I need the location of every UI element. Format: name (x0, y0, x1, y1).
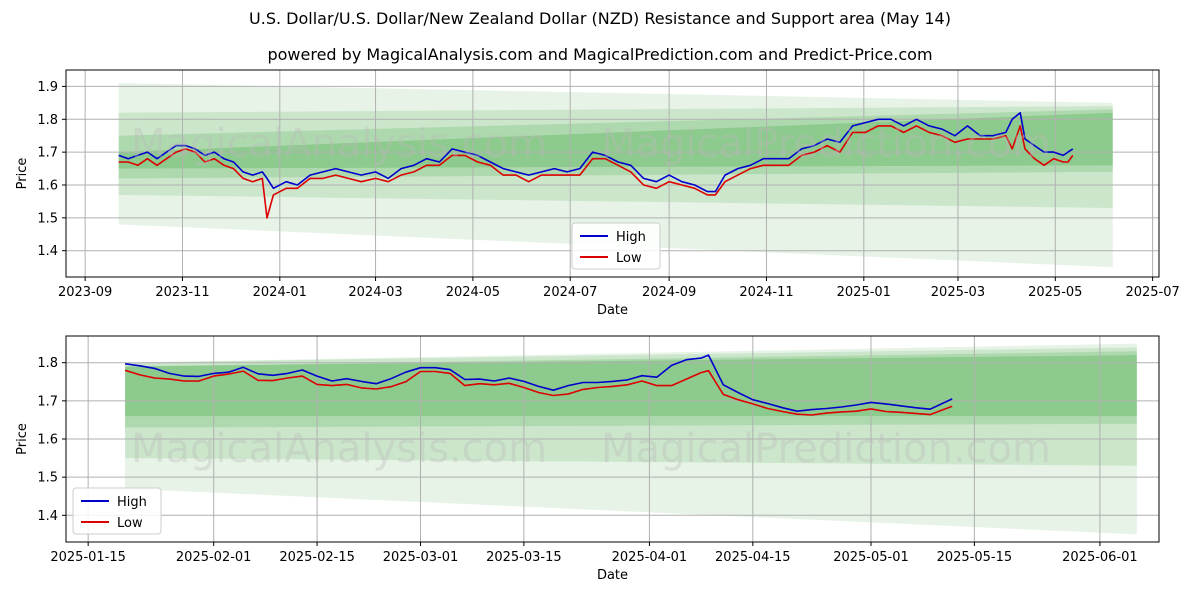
x-tick-label: 2023-11 (155, 285, 209, 300)
legend: High Low (571, 222, 661, 270)
legend-label-high: High (616, 230, 646, 245)
x-tick-label: 2024-09 (642, 285, 696, 300)
legend-box (72, 487, 162, 535)
support-resistance-band (125, 347, 1137, 466)
x-tick-label: 2025-04-01 (612, 550, 688, 565)
chart-subtitle: powered by MagicalAnalysis.com and Magic… (267, 45, 933, 64)
x-tick-label: 2024-05 (446, 285, 500, 300)
x-tick-label: 2024-11 (739, 285, 793, 300)
x-axis-label: Date (597, 568, 628, 583)
y-tick-label: 1.6 (37, 179, 58, 194)
watermark-text: MagicalAnalysis.com (131, 426, 547, 472)
x-tick-label: 2024-03 (348, 285, 402, 300)
top-chart: MagicalAnalysis.com MagicalPrediction.com… (15, 69, 1180, 318)
plot-area (66, 70, 1159, 277)
y-tick-label: 1.5 (37, 211, 58, 226)
legend-label-low: Low (117, 516, 143, 531)
support-resistance-band (125, 355, 1137, 417)
watermark-text: MagicalPrediction.com (601, 121, 1051, 167)
watermark-text: MagicalPrediction.com (601, 426, 1051, 472)
series-line-low (118, 125, 1074, 219)
plot-area (66, 336, 1159, 542)
x-tick-label: 2025-05-15 (937, 550, 1013, 565)
y-tick-label: 1.5 (37, 471, 58, 486)
y-tick-label: 1.8 (37, 113, 58, 128)
axes-frame (65, 335, 1160, 543)
x-tick-label: 2025-07 (1125, 285, 1179, 300)
y-tick-label: 1.6 (37, 433, 58, 448)
support-resistance-band (125, 343, 1137, 535)
x-tick-label: 2025-05-01 (833, 550, 909, 565)
y-tick-label: 1.7 (37, 146, 58, 161)
x-tick-label: 2025-04-15 (715, 550, 791, 565)
series-line-high (124, 354, 953, 413)
x-tick-label: 2025-02-15 (279, 550, 355, 565)
watermark-text: MagicalAnalysis.com (131, 121, 547, 167)
x-tick-label: 2025-01-15 (50, 550, 126, 565)
series-line-low (124, 369, 953, 416)
x-tick-label: 2025-02-01 (176, 550, 252, 565)
x-tick-label: 2024-07 (543, 285, 597, 300)
x-tick-label: 2025-03-01 (383, 550, 459, 565)
chart-title: U.S. Dollar/U.S. Dollar/New Zealand Doll… (249, 9, 951, 28)
y-tick-label: 1.9 (37, 80, 58, 95)
series-line-high (118, 111, 1074, 193)
y-axis-label: Price (15, 423, 30, 455)
x-tick-label: 2025-05 (1028, 285, 1082, 300)
support-resistance-band (125, 351, 1137, 428)
x-tick-label: 2025-03-15 (486, 550, 562, 565)
x-tick-label: 2023-09 (58, 285, 112, 300)
y-tick-label: 1.4 (37, 509, 58, 524)
y-tick-label: 1.4 (37, 244, 58, 259)
x-tick-label: 2025-03 (931, 285, 985, 300)
x-tick-label: 2024-01 (253, 285, 307, 300)
legend: High Low (72, 487, 162, 535)
axes-frame (65, 69, 1160, 278)
x-axis-label: Date (597, 303, 628, 318)
x-tick-label: 2025-01 (837, 285, 891, 300)
x-tick-label: 2025-06-01 (1062, 550, 1138, 565)
y-tick-label: 1.7 (37, 394, 58, 409)
legend-label-low: Low (616, 251, 642, 266)
legend-label-high: High (117, 495, 147, 510)
y-axis-label: Price (15, 158, 30, 190)
y-tick-label: 1.8 (37, 356, 58, 371)
